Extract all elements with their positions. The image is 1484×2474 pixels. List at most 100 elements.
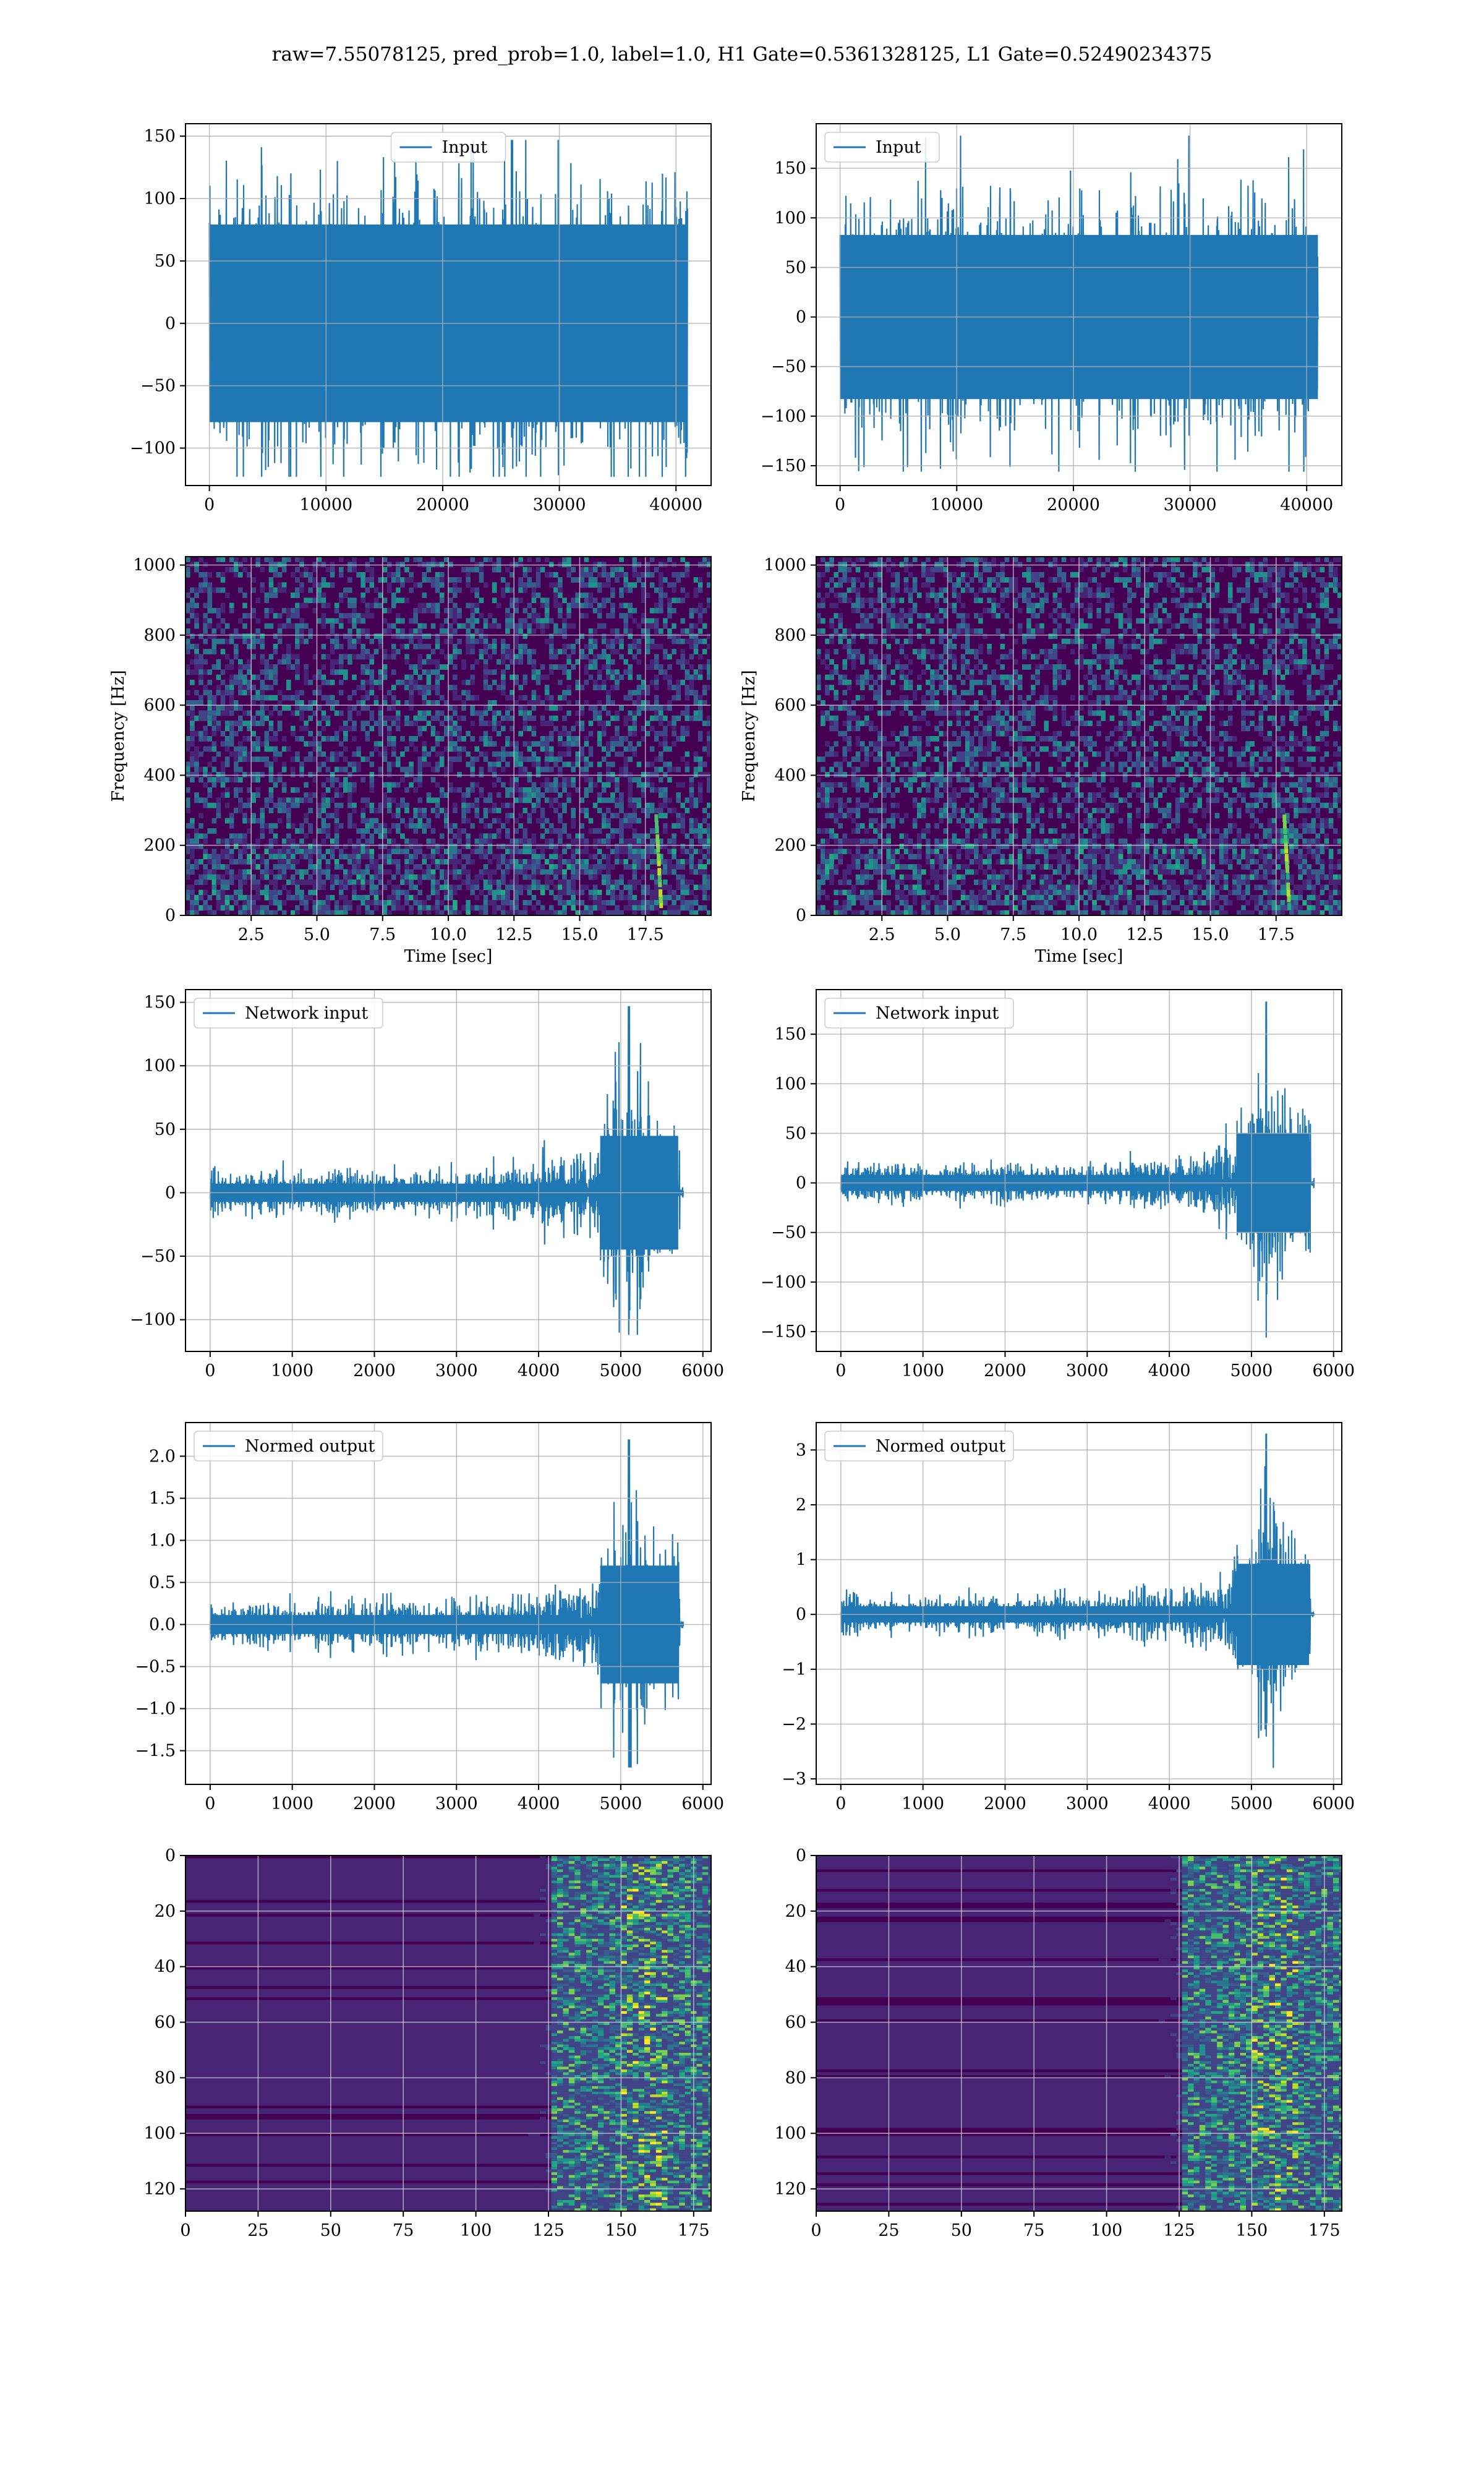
x-tick-label: 17.5 bbox=[627, 925, 664, 944]
y-tick-label: 50 bbox=[155, 252, 176, 271]
figure-suptitle: raw=7.55078125, pred_prob=1.0, label=1.0… bbox=[271, 43, 1213, 66]
chart-h1-spectrogram: 2.5 5.0 7.5 10.0 12.5 15.0 17.5 0 200 400 600 800 10… bbox=[109, 556, 712, 966]
chirp-mark bbox=[1286, 882, 1290, 890]
x-tick-label: 1000 bbox=[271, 1361, 313, 1380]
x-tick-label: 5000 bbox=[1230, 1794, 1273, 1813]
chirp-mark bbox=[659, 889, 663, 897]
chirp-mark bbox=[1284, 854, 1289, 862]
x-tick-label: 0 bbox=[835, 495, 845, 515]
legend: Network input bbox=[194, 998, 383, 1029]
y-tick-label: 50 bbox=[785, 1124, 806, 1143]
x-tick-label: 10000 bbox=[299, 495, 352, 515]
y-tick-label: 200 bbox=[143, 836, 176, 855]
legend-box bbox=[390, 132, 506, 163]
plot-area bbox=[209, 1006, 684, 1335]
x-tick-label: 30000 bbox=[533, 495, 586, 515]
x-tick-label: 15.0 bbox=[1192, 925, 1229, 944]
x-tick-label: 6000 bbox=[681, 1361, 724, 1380]
y-tick-label: 400 bbox=[774, 766, 806, 785]
axes-frame bbox=[185, 123, 712, 486]
chirp-mark bbox=[655, 834, 660, 842]
legend: Input bbox=[824, 132, 940, 163]
legend-box bbox=[194, 998, 383, 1029]
x-tick-label: 3000 bbox=[435, 1794, 478, 1813]
y-tick-label: 1.0 bbox=[149, 1531, 176, 1550]
x-tick-label: 0 bbox=[204, 495, 215, 515]
x-tick-label: 3000 bbox=[435, 1361, 478, 1380]
chirp-mark bbox=[1284, 834, 1287, 842]
plot-area bbox=[816, 1856, 1342, 2211]
x-tick-label: 0 bbox=[811, 2221, 821, 2240]
y-tick-label: 0.5 bbox=[149, 1573, 176, 1592]
y-tick-label: 800 bbox=[143, 626, 176, 645]
y-tick-label: 80 bbox=[785, 2068, 806, 2087]
y-tick-label: 600 bbox=[143, 696, 176, 715]
chirp-mark bbox=[657, 868, 662, 876]
x-tick-label: 6000 bbox=[681, 1794, 724, 1813]
x-tick-label: 7.5 bbox=[369, 925, 396, 944]
chart-l1-spectrogram: 2.5 5.0 7.5 10.0 12.5 15.0 17.5 0 200 400 600 800 10… bbox=[740, 556, 1342, 966]
x-tick-label: 40000 bbox=[649, 495, 702, 515]
x-tick-label: 5.0 bbox=[934, 925, 961, 944]
y-tick-label: −50 bbox=[140, 1247, 176, 1266]
x-tick-label: 2.5 bbox=[238, 925, 265, 944]
legend-label: Network input bbox=[245, 1004, 368, 1023]
y-tick-label: −2 bbox=[782, 1715, 806, 1734]
chirp-mark bbox=[1285, 860, 1289, 868]
y-tick-label: 200 bbox=[774, 836, 806, 855]
y-tick-label: 150 bbox=[774, 1025, 806, 1044]
plot-area bbox=[209, 1439, 684, 1768]
x-tick-label: 12.5 bbox=[495, 925, 532, 944]
x-tick-label: 75 bbox=[1023, 2221, 1044, 2240]
x-tick-label: 100 bbox=[460, 2221, 492, 2240]
y-tick-label: −3 bbox=[782, 1770, 806, 1789]
plot-area bbox=[840, 1001, 1315, 1338]
y-tick-label: −100 bbox=[130, 439, 176, 458]
y-tick-label: 40 bbox=[785, 1958, 806, 1977]
x-tick-label: 125 bbox=[532, 2221, 565, 2240]
y-tick-label: 120 bbox=[774, 2180, 806, 2199]
x-tick-label: 0 bbox=[205, 1794, 215, 1813]
x-axis-label: Time [sec] bbox=[404, 947, 493, 966]
y-tick-label: 400 bbox=[143, 766, 176, 785]
chirp-mark bbox=[1282, 821, 1287, 829]
chirp-mark bbox=[655, 826, 659, 834]
y-tick-label: −50 bbox=[771, 1223, 806, 1243]
chirp-mark bbox=[657, 853, 661, 861]
x-tick-label: 0 bbox=[205, 1361, 215, 1380]
y-tick-label: 600 bbox=[774, 696, 806, 715]
x-tick-label: 1000 bbox=[902, 1361, 944, 1380]
x-tick-label: 4000 bbox=[518, 1794, 560, 1813]
x-axis-label: Time [sec] bbox=[1035, 947, 1124, 966]
x-tick-label: 3000 bbox=[1066, 1361, 1109, 1380]
y-tick-label: 0 bbox=[165, 314, 176, 333]
x-tick-label: 12.5 bbox=[1126, 925, 1163, 944]
x-tick-label: 2000 bbox=[984, 1794, 1026, 1813]
y-tick-label: −1.0 bbox=[135, 1700, 176, 1719]
y-tick-label: −150 bbox=[761, 456, 806, 476]
y-tick-label: 2.0 bbox=[149, 1447, 176, 1466]
y-tick-label: 0 bbox=[165, 1183, 176, 1202]
y-tick-label: 150 bbox=[143, 993, 176, 1012]
x-tick-label: 3000 bbox=[1066, 1794, 1109, 1813]
y-tick-label: 0 bbox=[796, 1846, 806, 1865]
axes-frame bbox=[185, 1422, 712, 1785]
x-tick-label: 5000 bbox=[1230, 1361, 1273, 1380]
x-tick-label: 6000 bbox=[1312, 1361, 1355, 1380]
y-tick-label: 20 bbox=[155, 1902, 176, 1921]
x-tick-label: 4000 bbox=[1148, 1361, 1191, 1380]
x-tick-label: 0 bbox=[180, 2221, 190, 2240]
x-tick-label: 175 bbox=[1308, 2221, 1341, 2240]
x-tick-label: 1000 bbox=[902, 1794, 944, 1813]
y-tick-label: 0.0 bbox=[149, 1616, 176, 1635]
x-tick-label: 1000 bbox=[271, 1794, 313, 1813]
y-tick-label: −100 bbox=[761, 407, 806, 426]
y-tick-label: 1 bbox=[796, 1551, 806, 1570]
y-axis-label: Frequency [Hz] bbox=[740, 670, 759, 802]
y-tick-label: 120 bbox=[143, 2180, 176, 2199]
y-tick-label: 0 bbox=[165, 1846, 176, 1865]
chirp-mark bbox=[1286, 889, 1290, 897]
x-tick-label: 5000 bbox=[600, 1794, 642, 1813]
x-tick-label: 6000 bbox=[1312, 1794, 1355, 1813]
